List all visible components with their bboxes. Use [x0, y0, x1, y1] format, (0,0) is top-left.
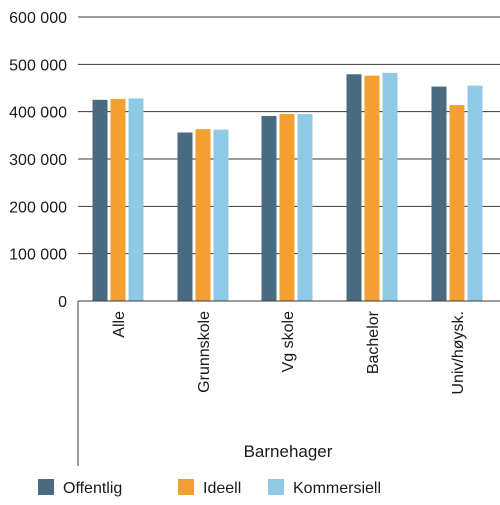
y-tick-label: 600 000 — [9, 10, 67, 27]
y-tick-label: 500 000 — [9, 57, 67, 74]
legend-label: Ideell — [203, 480, 241, 497]
y-tick-label: 0 — [58, 294, 67, 311]
bar-kommersiell-4 — [382, 72, 398, 301]
axes — [77, 300, 500, 466]
bar-ideell-5 — [449, 105, 465, 301]
x-axis-category-labels: Alle Grunnskole Vg skole Bachelor Univ/høysk… — [111, 310, 467, 394]
x-category-label: Vg skole — [280, 311, 297, 372]
legend-swatch — [268, 479, 284, 495]
y-axis-tick-labels: 0 100 000 200 000 300 000 400 000 500 000 600 … — [9, 10, 67, 311]
bar-offentlig-5 — [431, 86, 447, 301]
bar-kommersiell-1 — [128, 98, 144, 301]
legend-swatch — [38, 479, 54, 495]
bar-kommersiell-2 — [213, 129, 229, 301]
legend: Offentlig Ideell Kommersiell — [38, 479, 381, 497]
bar-offentlig-3 — [261, 115, 277, 301]
y-tick-label: 200 000 — [9, 199, 67, 216]
x-category-label: Univ/høysk. — [450, 311, 467, 395]
y-tick-label: 400 000 — [9, 105, 67, 122]
bar-ideell-2 — [195, 129, 211, 301]
bar-ideell-4 — [364, 75, 380, 302]
legend-label: Kommersiell — [293, 480, 381, 497]
y-tick-label: 300 000 — [9, 152, 67, 169]
bar-ideell-3 — [279, 114, 295, 302]
bar-offentlig-1 — [92, 99, 108, 301]
bar-kommersiell-5 — [467, 85, 483, 301]
bars — [92, 72, 483, 302]
x-category-label: Bachelor — [365, 310, 382, 374]
bar-kommersiell-3 — [297, 114, 313, 302]
bar-offentlig-4 — [346, 74, 362, 301]
y-tick-label: 100 000 — [9, 247, 67, 264]
x-category-label: Grunnskole — [196, 311, 213, 393]
legend-label: Offentlig — [63, 480, 122, 497]
x-category-label: Alle — [111, 311, 128, 338]
bar-offentlig-2 — [177, 132, 193, 301]
legend-swatch — [178, 479, 194, 495]
legend-item-offentlig: Offentlig — [38, 479, 122, 497]
x-axis-group-label: Barnehager — [244, 442, 333, 461]
legend-item-kommersiell: Kommersiell — [268, 479, 381, 497]
bar-ideell-1 — [110, 98, 126, 302]
legend-item-ideell: Ideell — [178, 479, 241, 497]
